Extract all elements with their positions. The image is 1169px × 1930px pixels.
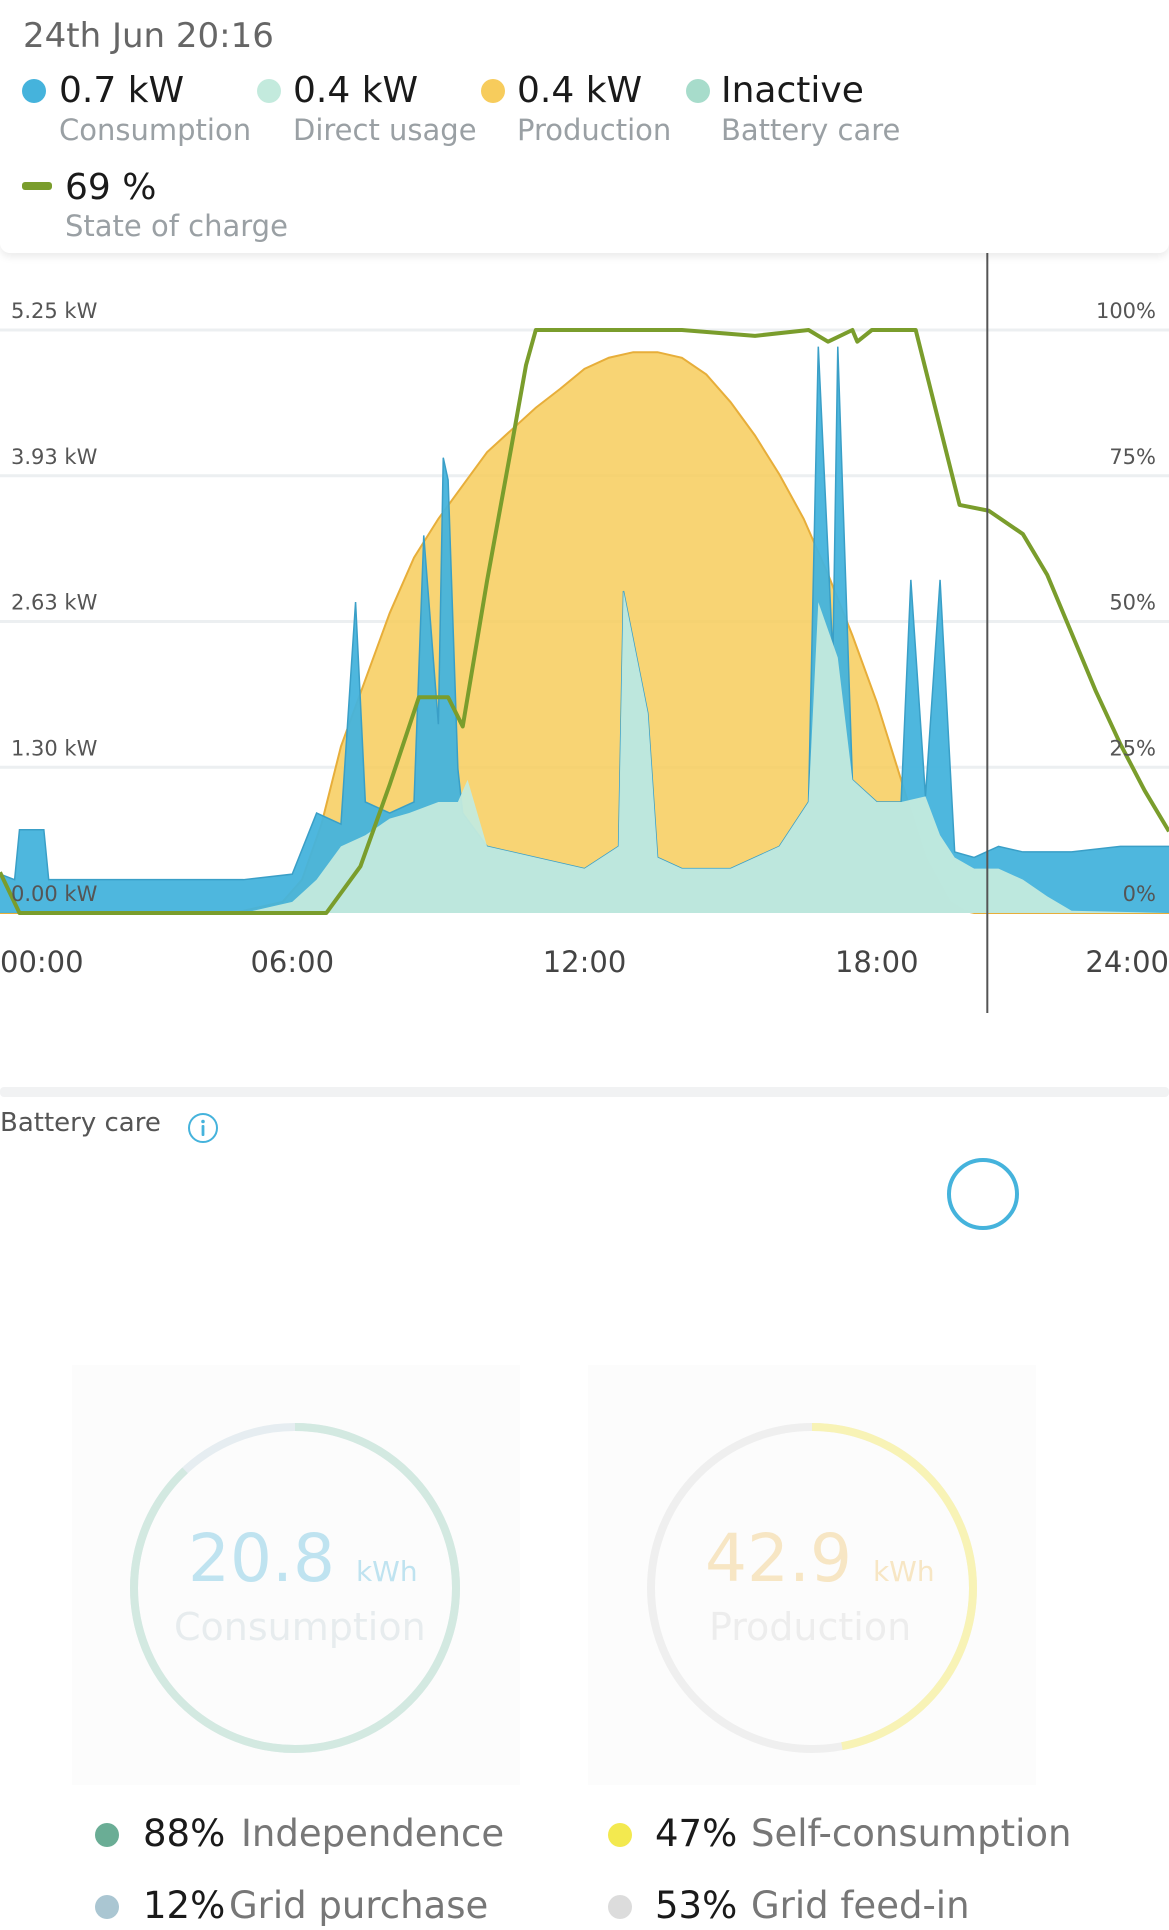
- legend-value: 0.4 kW: [517, 70, 643, 111]
- consumption-total: 20.8 kWh: [188, 1520, 418, 1597]
- legend-label: State of charge: [65, 209, 288, 243]
- y-right-tick-label: 100%: [1096, 299, 1156, 323]
- consumption-unit: kWh: [355, 1555, 418, 1588]
- self-consumption-dot-icon: [608, 1823, 632, 1847]
- consumption-ring: [130, 1423, 460, 1753]
- selected-time: 24th Jun 20:16: [23, 16, 274, 56]
- y-right-tick-label: 0%: [1123, 882, 1156, 906]
- production-label: Production: [709, 1605, 912, 1649]
- x-tick-label: 12:00: [543, 945, 627, 979]
- production-value: 42.9: [705, 1520, 852, 1597]
- axis-labels: 0.00 kW 0% 1.30 kW 25% 2.63 kW 50% 3.93 kW 75% 5…: [0, 299, 1169, 979]
- y-right-tick-label: 50%: [1109, 591, 1156, 615]
- legend-label: Consumption: [59, 113, 252, 147]
- y-left-tick-label: 5.25 kW: [11, 299, 98, 323]
- grid-feed-in-dot-icon: [608, 1895, 632, 1919]
- grid-purchase-dot-icon: [95, 1895, 119, 1919]
- y-left-tick-label: 3.93 kW: [11, 445, 98, 469]
- y-right-tick-label: 75%: [1109, 445, 1156, 469]
- production-ring: [647, 1423, 977, 1753]
- stat-percent: 12%: [143, 1884, 226, 1927]
- stat-label: Grid feed-in: [751, 1884, 970, 1927]
- consumption-value: 20.8: [188, 1520, 335, 1597]
- legend-value: Inactive: [721, 70, 864, 111]
- consumption-label: Consumption: [174, 1605, 426, 1649]
- production-unit: kWh: [872, 1555, 935, 1588]
- x-tick-label: 24:00: [1085, 945, 1169, 979]
- legend-card: 24th Jun 20:16 0.7 kW Consumption 0.4 kW…: [0, 0, 1169, 253]
- stat-label: Self-consumption: [751, 1812, 1072, 1855]
- section-divider: [0, 1087, 1169, 1097]
- series-layer: [0, 328, 1169, 915]
- production-dot-icon: [481, 79, 505, 103]
- y-left-tick-label: 0.00 kW: [11, 882, 98, 906]
- battery-care-title: Battery care: [0, 1108, 161, 1138]
- info-icon[interactable]: [187, 1112, 219, 1144]
- x-tick-label: 18:00: [835, 945, 919, 979]
- y-right-tick-label: 25%: [1109, 736, 1156, 760]
- direct-usage-area: [0, 590, 1169, 913]
- stat-percent: 47%: [655, 1812, 738, 1855]
- legend-value: 0.7 kW: [59, 70, 185, 111]
- legend-value: 69 %: [65, 167, 157, 208]
- consumption-panel[interactable]: 20.8 kWh Consumption: [72, 1365, 520, 1785]
- y-left-tick-label: 2.63 kW: [11, 591, 98, 615]
- energy-chart[interactable]: 0.00 kW 0% 1.30 kW 25% 2.63 kW 50% 3.93 kW 75% 5…: [0, 253, 1169, 1013]
- x-tick-label: 00:00: [0, 945, 84, 979]
- state-of-charge-line-icon: [22, 182, 52, 190]
- time-scrubber-handle[interactable]: [947, 1158, 1019, 1230]
- consumption-dot-icon: [22, 79, 46, 103]
- legend-value: 0.4 kW: [293, 70, 419, 111]
- stat-percent: 88%: [143, 1812, 226, 1855]
- production-panel[interactable]: 42.9 kWh Production: [588, 1365, 1036, 1785]
- battery-care-dot-icon: [686, 79, 710, 103]
- x-tick-label: 06:00: [250, 945, 334, 979]
- independence-dot-icon: [95, 1823, 119, 1847]
- direct-usage-dot-icon: [257, 79, 281, 103]
- y-left-tick-label: 1.30 kW: [11, 736, 98, 760]
- consumption-area: [0, 346, 1169, 914]
- legend-label: Battery care: [721, 113, 901, 147]
- production-total: 42.9 kWh: [705, 1520, 935, 1597]
- stat-label: Grid purchase: [229, 1884, 489, 1927]
- stat-percent: 53%: [655, 1884, 738, 1927]
- state-of-charge-line: [0, 328, 1169, 915]
- legend-label: Direct usage: [293, 113, 477, 147]
- stat-label: Independence: [241, 1812, 505, 1855]
- production-area: [0, 352, 1169, 913]
- legend-label: Production: [517, 113, 672, 147]
